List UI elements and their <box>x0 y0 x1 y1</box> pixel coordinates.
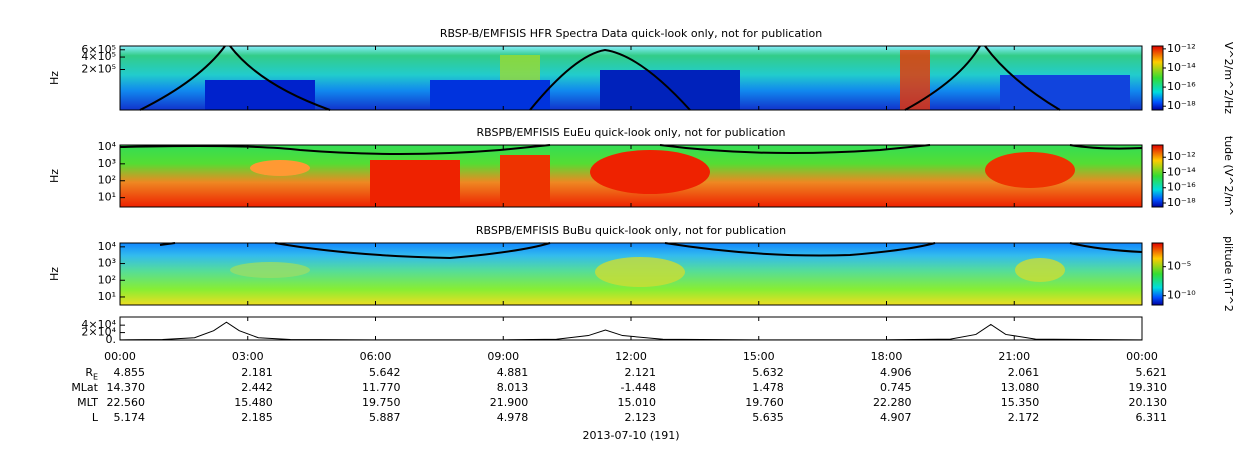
ephemeris-label: MLat <box>71 381 98 394</box>
ephemeris-value: 5.635 <box>752 411 784 424</box>
ephemeris-value: 1.478 <box>752 381 784 394</box>
y-tick-label: 10³ <box>98 157 116 170</box>
data-line <box>119 321 1143 341</box>
ephemeris-value: 21.900 <box>490 396 529 409</box>
ephemeris-value: 2.123 <box>625 411 657 424</box>
x-tick-label: 21:00 <box>998 350 1030 363</box>
ephemeris-label-sub: E <box>93 373 98 382</box>
x-tick-label: 15:00 <box>743 350 775 363</box>
ephemeris-value: 22.560 <box>107 396 146 409</box>
ephemeris-value: 19.760 <box>745 396 784 409</box>
ephemeris-value: 14.370 <box>107 381 146 394</box>
date-label: 2013-07-10 (191) <box>582 429 679 442</box>
ephemeris-value: 4.855 <box>114 366 146 379</box>
ephemeris-value: 4.978 <box>497 411 529 424</box>
y-tick-label: 2×10⁴ <box>81 326 116 339</box>
y-tick-label: 10¹ <box>98 191 116 204</box>
colorbar-label: tude (V^2/m^ <box>1222 136 1235 216</box>
ephemeris-value: 4.906 <box>880 366 912 379</box>
ephemeris-value: 2.181 <box>241 366 273 379</box>
ephemeris-label: MLT <box>77 396 98 409</box>
panel-title: RBSPB/EMFISIS BuBu quick-look only, not … <box>476 224 786 237</box>
ephemeris-value: 19.310 <box>1129 381 1168 394</box>
colorbar <box>1151 45 1164 111</box>
ephemeris-value: 15.350 <box>1001 396 1040 409</box>
y-tick-label: 6×10⁵ <box>81 43 116 56</box>
y-tick-label: 0. <box>106 333 117 346</box>
y-tick-label: 2×10⁵ <box>81 63 116 76</box>
colorbar-tick-label: 10⁻¹² <box>1167 150 1196 163</box>
x-tick-label: 18:00 <box>871 350 903 363</box>
x-tick-label: 00:00 <box>104 350 136 363</box>
ephemeris-value: 11.770 <box>362 381 401 394</box>
ephemeris-value: 5.621 <box>1136 366 1168 379</box>
spectrogram-2 <box>119 144 1143 207</box>
y-tick-label: 10² <box>98 273 116 286</box>
ephemeris-value: 2.061 <box>1008 366 1040 379</box>
x-tick-label: 03:00 <box>232 350 264 363</box>
ephemeris-value: 13.080 <box>1001 381 1040 394</box>
colorbar-label: plitude (nT^2 <box>1222 236 1235 312</box>
colorbar-label: V^2/m^2/Hz <box>1222 42 1235 114</box>
colorbar-tick-label: 10⁻⁵ <box>1167 260 1191 273</box>
ephemeris-value: 2.172 <box>1008 411 1040 424</box>
y-axis-label: Hz <box>48 267 61 281</box>
panel-title: RBSP-B/EMFISIS HFR Spectra Data quick-lo… <box>440 27 822 40</box>
colorbar-tick-label: 10⁻¹⁶ <box>1167 181 1196 194</box>
spectrogram-3 <box>120 242 1143 305</box>
ephemeris-label: R <box>85 366 93 379</box>
ephemeris-value: 5.174 <box>114 411 146 424</box>
y-tick-label: 10¹ <box>98 290 116 303</box>
ephemeris-value: 5.642 <box>369 366 401 379</box>
ephemeris-value: 2.121 <box>625 366 657 379</box>
colorbar-tick-label: 10⁻¹⁸ <box>1167 99 1196 112</box>
colorbar-tick-label: 10⁻¹⁰ <box>1167 289 1196 302</box>
x-tick-label: 00:00 <box>1126 350 1158 363</box>
x-tick-label: 06:00 <box>360 350 392 363</box>
ephemeris-value: 5.887 <box>369 411 401 424</box>
ephemeris-value: 19.750 <box>362 396 401 409</box>
y-tick-label: 4×10⁵ <box>81 50 116 63</box>
colorbar-tick-label: 10⁻¹⁶ <box>1167 80 1196 93</box>
ephemeris-value: 15.010 <box>618 396 657 409</box>
x-tick-label: 12:00 <box>615 350 647 363</box>
ephemeris-value: 22.280 <box>873 396 912 409</box>
colorbar-tick-label: 10⁻¹⁴ <box>1167 165 1196 178</box>
ephemeris-value: -1.448 <box>621 381 656 394</box>
y-tick-label: 10³ <box>98 257 116 270</box>
colorbar <box>1151 242 1164 306</box>
ephemeris-value: 2.185 <box>241 411 273 424</box>
panel-title: RBSPB/EMFISIS EuEu quick-look only, not … <box>476 126 785 139</box>
ephemeris-label: L <box>92 411 99 424</box>
y-tick-label: 10² <box>98 174 116 187</box>
y-tick-label: 10⁴ <box>98 140 117 153</box>
y-tick-label: 10⁴ <box>98 240 117 253</box>
colorbar-tick-label: 10⁻¹⁸ <box>1167 196 1196 209</box>
ephemeris-value: 8.013 <box>497 381 529 394</box>
y-tick-label: 4×10⁴ <box>81 318 116 331</box>
y-axis-label: Hz <box>48 169 61 183</box>
ephemeris-value: 0.745 <box>880 381 912 394</box>
ephemeris-value: 15.480 <box>234 396 273 409</box>
y-axis-label: Hz <box>48 71 61 85</box>
ephemeris-value: 5.632 <box>752 366 784 379</box>
ephemeris-value: 20.130 <box>1129 396 1168 409</box>
colorbar-tick-label: 10⁻¹² <box>1167 42 1196 55</box>
spectrogram-1 <box>120 45 1142 111</box>
colorbar <box>1151 144 1164 208</box>
ephemeris-value: 2.442 <box>241 381 273 394</box>
ephemeris-value: 4.881 <box>497 366 529 379</box>
colorbar-tick-label: 10⁻¹⁴ <box>1167 61 1196 74</box>
ephemeris-value: 4.907 <box>880 411 912 424</box>
ephemeris-value: 6.311 <box>1136 411 1168 424</box>
x-tick-label: 09:00 <box>487 350 519 363</box>
